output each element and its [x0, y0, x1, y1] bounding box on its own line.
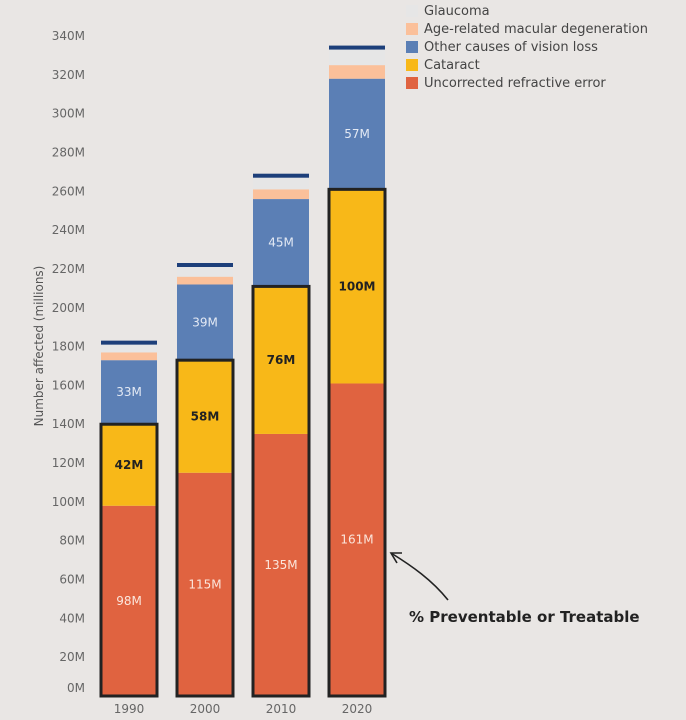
bar-segment — [101, 344, 157, 353]
y-tick-label: 200M — [52, 301, 85, 315]
bar-segment — [253, 177, 309, 190]
bar-value-label: 58M — [191, 409, 220, 423]
bar-value-label: 57M — [344, 127, 370, 141]
y-tick-label: 100M — [52, 495, 85, 509]
bar-segment — [177, 267, 233, 277]
y-tick-label: 0M — [67, 681, 85, 695]
bar-segment — [329, 49, 385, 66]
bar-segment — [329, 189, 385, 384]
annotation-arrow — [389, 552, 449, 601]
x-axis: 1990 2000 2010 2020 — [114, 702, 373, 716]
preventable-outline — [175, 358, 235, 698]
bar-value-label: 135M — [264, 558, 297, 572]
x-tick-label: 2010 — [266, 702, 297, 716]
annotation-text: % Preventable or Treatable — [409, 608, 640, 626]
y-tick-label: 120M — [52, 456, 85, 470]
y-tick-label: 300M — [52, 107, 85, 121]
bar-value-label: 42M — [115, 458, 144, 472]
preventable-outline — [251, 284, 311, 698]
bar-segment — [101, 360, 157, 425]
y-tick-label: 80M — [59, 534, 85, 548]
x-tick-label: 2000 — [190, 702, 221, 716]
y-tick-label: 60M — [59, 573, 85, 587]
bar-segment — [253, 433, 309, 696]
y-tick-label: 20M — [59, 650, 85, 664]
legend-label: Other causes of vision loss — [424, 39, 598, 55]
legend-label: Cataract — [424, 57, 480, 73]
y-tick-label: 240M — [52, 223, 85, 237]
bars: 98M 42M 33M 115M 58M 39M 135M 76M 45M 161M 100M 57M — [99, 45, 387, 698]
bar-value-label: 45M — [268, 236, 294, 250]
legend-swatch — [406, 41, 418, 53]
legend-swatch — [406, 77, 418, 89]
preventable-outline — [99, 422, 159, 698]
legend-label: Uncorrected refractive error — [424, 75, 606, 91]
y-tick-label: 320M — [52, 68, 85, 82]
legend-item: Uncorrected refractive error — [406, 74, 648, 92]
bar-segment — [101, 505, 157, 696]
total-marker — [101, 340, 157, 345]
legend-item: Other causes of vision loss — [406, 38, 648, 56]
bar-value-label: 115M — [188, 577, 221, 591]
legend-swatch — [406, 59, 418, 71]
bar-segment — [177, 472, 233, 696]
legend-item: Cataract — [406, 56, 648, 74]
bar-segment — [101, 352, 157, 361]
bar-segment — [177, 360, 233, 473]
bar-value-label: 39M — [192, 315, 218, 329]
bar-segment — [329, 65, 385, 79]
legend: Glaucoma Age-related macular degeneration… — [406, 2, 648, 92]
bar-value-label: 33M — [116, 385, 142, 399]
bar-segment — [329, 383, 385, 696]
legend-swatch — [406, 5, 418, 17]
y-tick-label: 260M — [52, 184, 85, 198]
bar-segment — [177, 284, 233, 361]
y-tick-label: 40M — [59, 611, 85, 625]
total-marker — [177, 263, 233, 267]
preventable-outline — [327, 187, 387, 698]
legend-item: Glaucoma — [406, 2, 648, 20]
bar-segment — [253, 199, 309, 287]
bar-value-label: 98M — [116, 594, 142, 608]
y-tick-label: 180M — [52, 340, 85, 354]
bar-segment — [253, 286, 309, 434]
total-marker — [329, 45, 385, 50]
total-marker — [253, 173, 309, 178]
legend-item: Age-related macular degeneration — [406, 20, 648, 38]
y-tick-label: 140M — [52, 417, 85, 431]
bar-value-label: 100M — [339, 279, 376, 293]
x-tick-label: 2020 — [342, 702, 373, 716]
y-tick-label: 220M — [52, 262, 85, 276]
y-axis-label: Number affected (millions) — [32, 266, 46, 427]
legend-swatch — [406, 23, 418, 35]
bar-value-label: 161M — [340, 533, 373, 547]
legend-label: Age-related macular degeneration — [424, 21, 648, 37]
legend-label: Glaucoma — [424, 3, 490, 19]
y-tick-label: 340M — [52, 29, 85, 43]
y-tick-label: 160M — [52, 378, 85, 392]
bar-value-label: 76M — [267, 353, 296, 367]
bar-segment — [177, 276, 233, 285]
x-tick-label: 1990 — [114, 702, 145, 716]
bar-segment — [329, 78, 385, 190]
bar-segment — [253, 189, 309, 200]
bar-segment — [101, 424, 157, 506]
y-axis: 0M 20M 40M 60M 80M 100M 120M 140M 160M 180M 200M 22… — [52, 29, 85, 695]
y-tick-label: 280M — [52, 145, 85, 159]
